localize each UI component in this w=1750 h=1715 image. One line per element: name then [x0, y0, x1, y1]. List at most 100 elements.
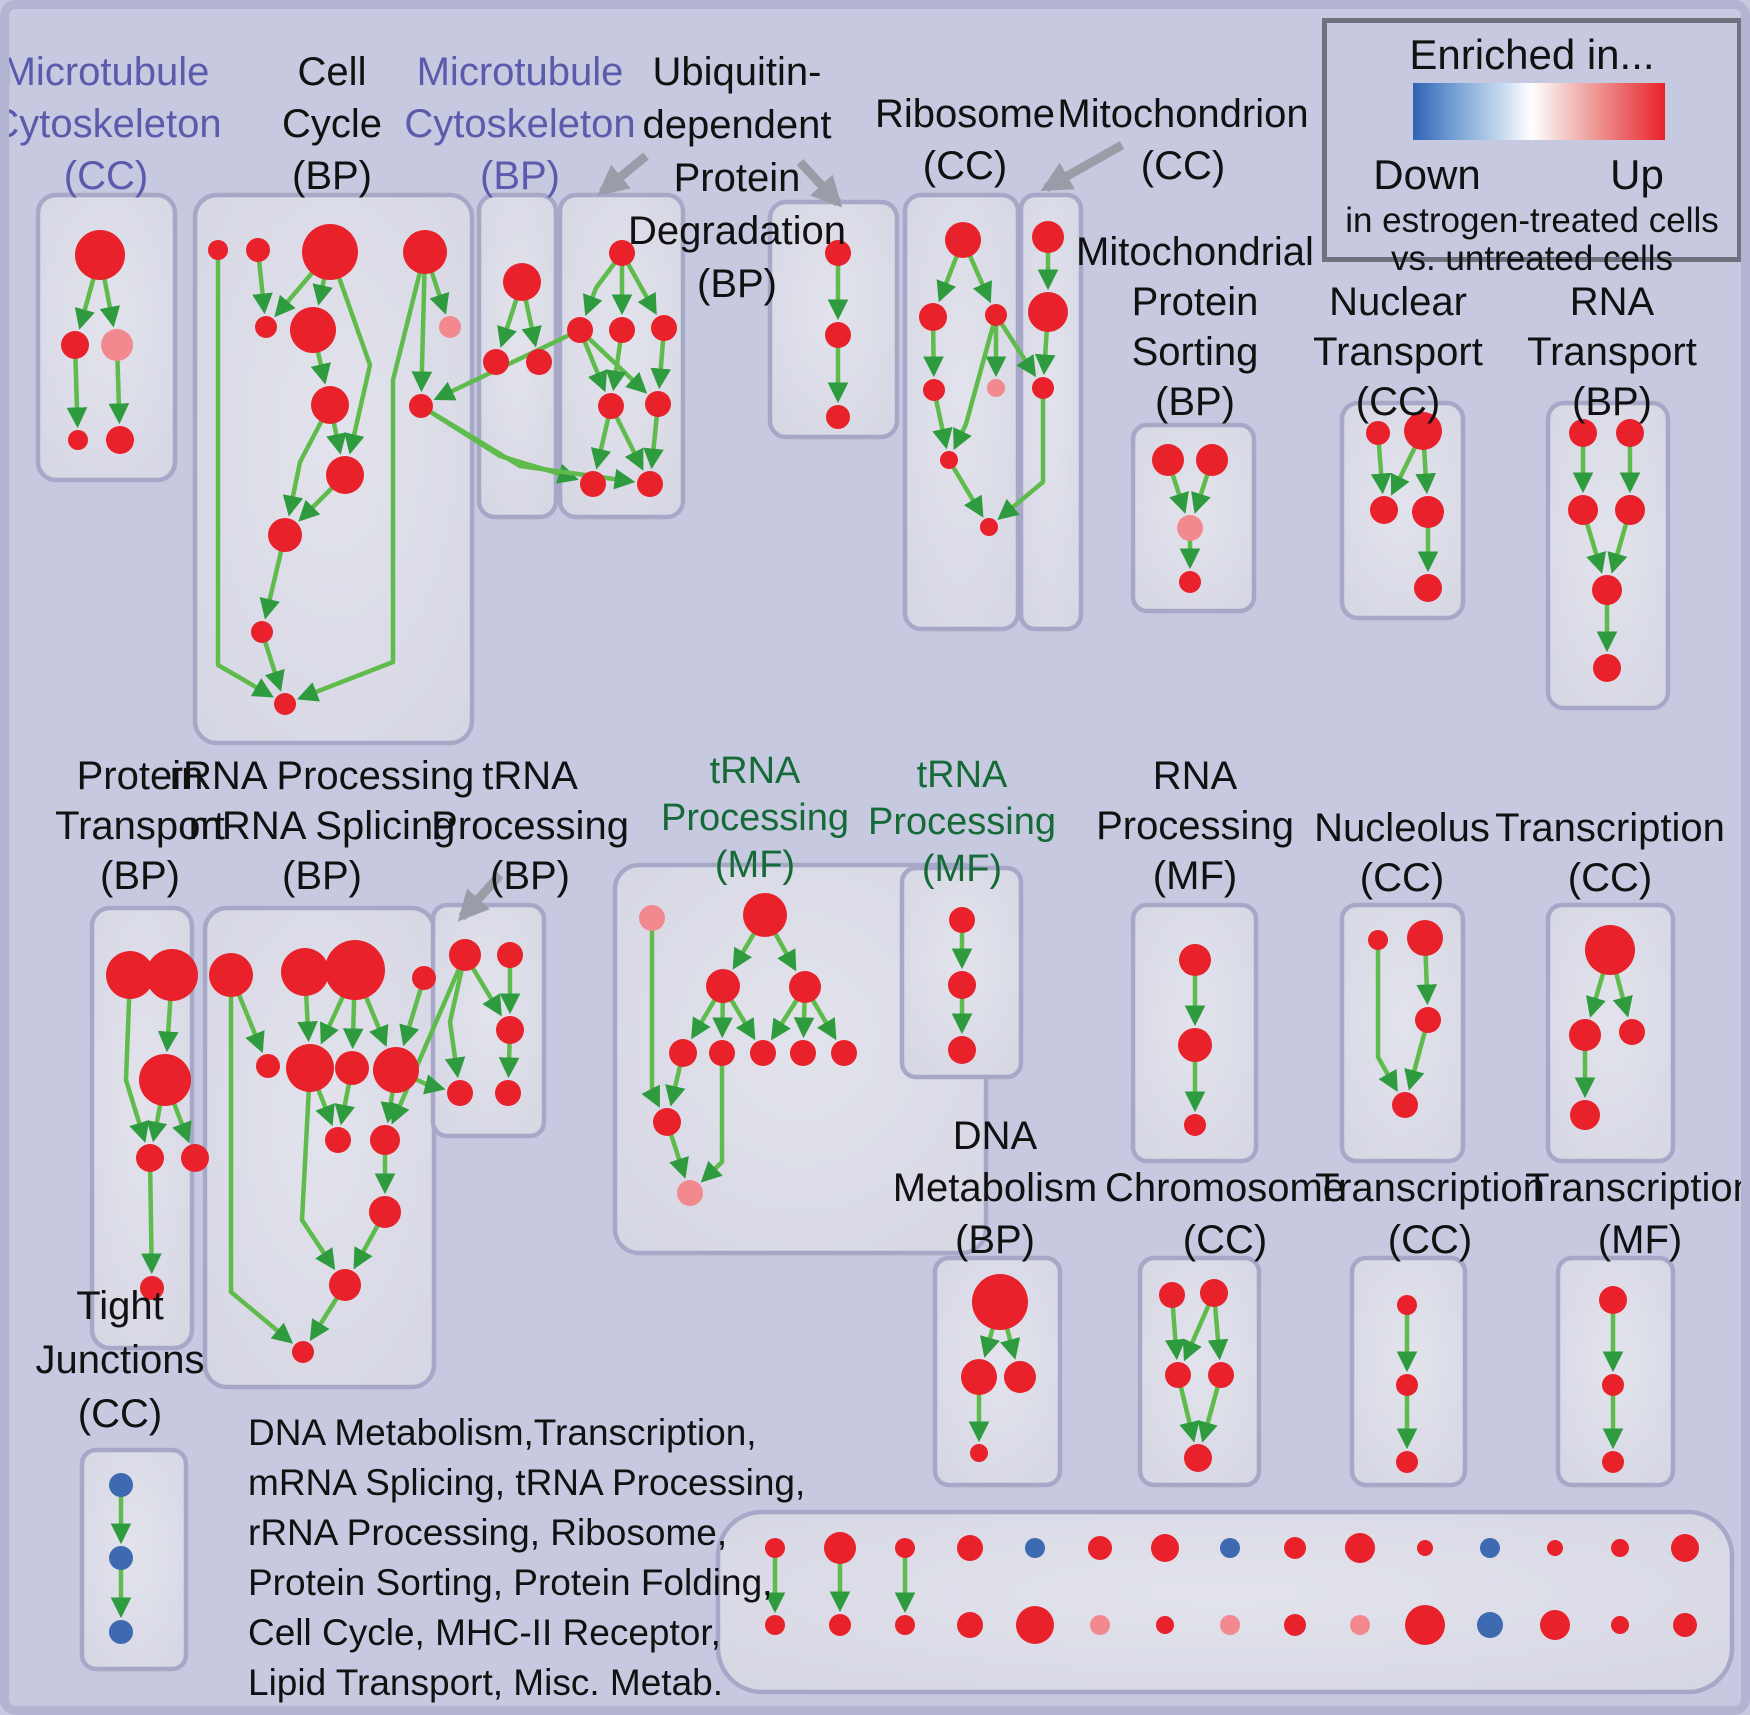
node-z3-red — [895, 1538, 915, 1558]
node-nt5-red — [1414, 574, 1442, 602]
cluster-label-transcription-cc-mid: (CC) — [1568, 856, 1652, 900]
cluster-label-tight-junctions-cc: Tight — [76, 1284, 163, 1328]
caption-line: mRNA Splicing, tRNA Processing, — [248, 1462, 806, 1503]
node-rt2-red — [1616, 419, 1644, 447]
node-z1-red — [765, 1538, 785, 1558]
node-p6-red — [140, 1276, 164, 1300]
node-p2-red — [146, 949, 198, 1001]
node-r7-red — [980, 518, 998, 536]
node-c2-red — [246, 238, 270, 262]
cluster-label-dna-metabolism-bp: Metabolism — [893, 1166, 1098, 1210]
node-r6-red — [940, 451, 958, 469]
node-a3-pink — [101, 329, 133, 361]
node-d1-red — [972, 1274, 1028, 1330]
node-t4-red — [447, 1080, 473, 1106]
edge-p4-p6 — [141, 1157, 162, 1275]
edge-c4-c13 — [296, 251, 428, 702]
node-c9-red — [409, 394, 433, 418]
node-y2-red — [1602, 1374, 1624, 1396]
node-t2-red — [497, 942, 523, 968]
cluster-label-trna-processing-mf-2: Processing — [868, 801, 1056, 843]
legend-title: Enriched in... — [1409, 31, 1655, 78]
node-q1-red — [209, 953, 253, 997]
box-transcription-cc-bottom — [1349, 1255, 1468, 1488]
edge-c3-c10 — [327, 251, 373, 455]
node-g9-red — [831, 1040, 857, 1066]
node-u4-red — [651, 315, 677, 341]
node-j1-blue — [109, 1473, 133, 1497]
node-s1-red — [1152, 444, 1184, 476]
caption-line: Protein Sorting, Protein Folding, — [248, 1562, 773, 1603]
cluster-label-rna-transport-bp: (BP) — [1572, 380, 1652, 424]
caption-line: Lipid Transport, Misc. Metab. — [248, 1662, 724, 1703]
node-r4-red — [923, 379, 945, 401]
edge-c1-c13 — [215, 250, 274, 698]
node-s2-red — [1196, 444, 1228, 476]
edge-r6-r7 — [947, 458, 984, 518]
node-w1-red — [1585, 925, 1635, 975]
node-z4-red — [957, 1535, 983, 1561]
cluster-label-transcription-mf: (MF) — [1598, 1218, 1682, 1262]
node-w2-red — [1569, 1019, 1601, 1051]
node-rt1-red — [1569, 419, 1597, 447]
node-nt3-red — [1370, 496, 1398, 524]
cluster-label-rrna-mrna-bp: rRNA Processing — [170, 754, 475, 798]
node-zb13-red — [1540, 1610, 1570, 1640]
cluster-label-rna-transport-bp: RNA — [1570, 280, 1655, 324]
label-pointer-arrow-3 — [1040, 141, 1125, 192]
node-q8-red — [373, 1047, 419, 1093]
node-r2-red — [919, 303, 947, 331]
node-q10-red — [370, 1125, 400, 1155]
node-zb8-pink — [1220, 1615, 1240, 1635]
node-v4-red — [1392, 1092, 1418, 1118]
cluster-label-rrna-mrna-bp: (BP) — [282, 854, 362, 898]
node-nt1-red — [1366, 421, 1390, 445]
node-g7-red — [750, 1040, 776, 1066]
legend-down-label: Down — [1373, 151, 1481, 198]
node-zb10-pink — [1350, 1615, 1370, 1635]
cluster-label-trna-processing-mf-1: Processing — [661, 797, 849, 839]
cluster-label-ribosome-cc: Ribosome — [875, 92, 1055, 136]
node-z12-blue — [1480, 1538, 1500, 1558]
node-h2-red — [948, 971, 976, 999]
node-zb14-red — [1611, 1616, 1629, 1634]
cluster-label-transcription-cc-bottom: Transcription — [1315, 1166, 1545, 1210]
edge-u2-u6 — [578, 328, 648, 394]
node-v3-red — [1415, 1007, 1441, 1033]
node-c4-red — [403, 230, 447, 274]
box-shared-terms — [715, 1509, 1735, 1695]
node-h1-red — [949, 907, 975, 933]
box-ribosome — [902, 192, 1021, 632]
node-zb11-red — [1405, 1605, 1445, 1645]
node-j3-blue — [109, 1620, 133, 1644]
node-q11-red — [369, 1196, 401, 1228]
node-t5-red — [495, 1080, 521, 1106]
cluster-label-mitochondrion-cc: Mitochondrion — [1057, 92, 1308, 136]
node-rt4-red — [1615, 495, 1645, 525]
node-k2-red — [1200, 1279, 1228, 1307]
cluster-label-microtubule-bp: Cytoskeleton — [404, 102, 635, 146]
node-p3-red — [139, 1054, 191, 1106]
node-u1-red — [609, 240, 635, 266]
cluster-label-tight-junctions-cc: (CC) — [78, 1392, 162, 1436]
node-v1-red — [1368, 930, 1388, 950]
node-mt1-red — [1032, 221, 1064, 253]
node-z5-blue — [1025, 1538, 1045, 1558]
cluster-label-protein-transport-bp: (BP) — [100, 854, 180, 898]
cluster-label-mito-protein-sorting-bp: Protein — [1132, 280, 1259, 324]
node-rt5-red — [1592, 575, 1622, 605]
node-b1-red — [825, 240, 851, 266]
edge-t1-q10 — [390, 954, 468, 1125]
box-tight-junctions — [79, 1447, 189, 1672]
node-c11-red — [268, 518, 302, 552]
edge-p1-p4 — [123, 974, 150, 1143]
node-p4-red — [136, 1144, 164, 1172]
node-q12-red — [329, 1269, 361, 1301]
cluster-label-microtubule-cc: Cytoskeleton — [0, 102, 222, 146]
cluster-label-ribosome-cc: (CC) — [923, 144, 1007, 188]
node-t3-red — [496, 1016, 524, 1044]
cluster-label-transcription-cc-mid: Transcription — [1495, 806, 1725, 850]
node-b3-red — [826, 405, 850, 429]
box-mitochondrion — [1018, 192, 1084, 632]
